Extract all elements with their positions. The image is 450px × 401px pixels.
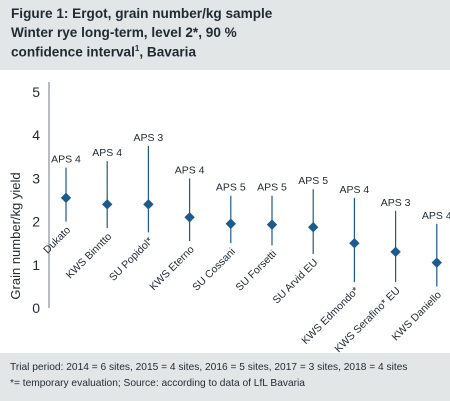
aps-label: APS 5 xyxy=(298,175,328,187)
data-point xyxy=(349,238,360,249)
data-point xyxy=(390,246,401,258)
data-point xyxy=(184,212,195,223)
chart: 0 1 2 3 4 5 Grain number/kg yield APS 4 Dukato… xyxy=(8,82,450,353)
y-tick-label: 1 xyxy=(32,257,40,273)
category-label: SU Cossani xyxy=(190,246,238,294)
title-line-3-tail: , Bavaria xyxy=(139,44,197,60)
category-label: Dukato xyxy=(41,224,73,256)
aps-label: APS 4 xyxy=(422,210,450,222)
y-axis-label: Grain number/kg yield xyxy=(8,172,23,299)
y-tick-label: 2 xyxy=(32,214,40,230)
footnote-line-1: Trial period: 2014 = 6 sites, 2015 = 4 s… xyxy=(10,362,408,373)
aps-label: APS 4 xyxy=(92,147,122,159)
aps-label: APS 3 xyxy=(381,197,411,209)
category-label: SU Arvid EU xyxy=(271,257,321,307)
category-label: KWS Binntto xyxy=(64,231,115,282)
y-tick-label: 0 xyxy=(32,300,40,316)
footnote-panel: Trial period: 2014 = 6 sites, 2015 = 4 s… xyxy=(0,353,450,401)
series: APS 4 Dukato APS 4 KWS Binntto APS 3 SU Popid… xyxy=(41,132,450,353)
title-line-2: Winter rye long-term, level 2*, 90 % xyxy=(11,25,237,40)
data-point xyxy=(308,222,319,233)
y-tick-label: 4 xyxy=(32,127,40,143)
data-point xyxy=(60,192,72,204)
title-footnote-marker: 1 xyxy=(134,44,140,53)
category-label: SU Popidol* xyxy=(107,235,156,284)
data-point xyxy=(102,199,113,210)
y-ticks: 0 1 2 3 4 5 xyxy=(32,84,40,316)
aps-label: APS 4 xyxy=(51,154,81,166)
title-line-3-text: confidence interval xyxy=(11,44,135,60)
data-point xyxy=(143,199,154,210)
aps-label: APS 4 xyxy=(175,164,205,176)
aps-label: APS 5 xyxy=(257,182,287,194)
title-panel: Figure 1: Ergot, grain number/kg sample … xyxy=(0,0,450,70)
data-point xyxy=(266,219,278,230)
footnote-line-2: *= temporary evaluation; Source: accordi… xyxy=(10,378,305,389)
category-label: SU Forsetti xyxy=(234,248,280,294)
title-line-3: confidence interval1, Bavaria xyxy=(11,44,196,60)
aps-label: APS 4 xyxy=(340,184,370,196)
data-point xyxy=(225,218,236,229)
y-tick-label: 5 xyxy=(32,84,40,100)
aps-label: APS 5 xyxy=(216,182,246,194)
y-tick-label: 3 xyxy=(32,170,40,186)
aps-label: APS 3 xyxy=(134,132,164,144)
data-point xyxy=(431,257,442,268)
title-line-1: Figure 1: Ergot, grain number/kg sample xyxy=(11,6,273,21)
